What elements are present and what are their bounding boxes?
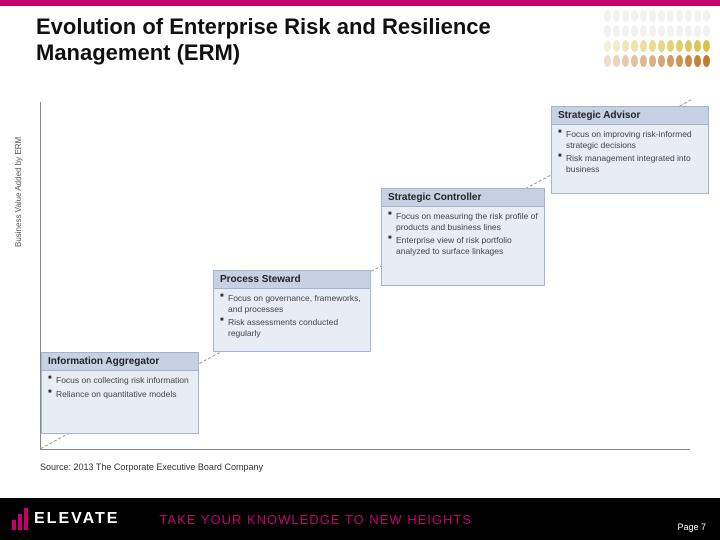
source-citation: Source: 2013 The Corporate Executive Boa… — [40, 462, 263, 472]
maturity-box-body: Focus on improving risk-informed strateg… — [552, 125, 708, 184]
maturity-box-body: Focus on governance, frameworks, and pro… — [214, 289, 370, 348]
y-axis-label: Business Value Added by ERM — [14, 137, 23, 247]
page-number: Page 7 — [677, 520, 706, 534]
footer-bar: ELEVATE TAKE YOUR KNOWLEDGE TO NEW HEIGH… — [0, 498, 720, 540]
maturity-bullet: Enterprise view of risk portfolio analyz… — [388, 235, 540, 256]
maturity-box-body: Focus on measuring the risk profile of p… — [382, 207, 544, 266]
maturity-box-body: Focus on collecting risk information Reli… — [42, 371, 198, 408]
maturity-box-title: Information Aggregator — [42, 353, 198, 371]
title-block: Evolution of Enterprise Risk and Resilie… — [36, 14, 496, 67]
maturity-bullet: Focus on measuring the risk profile of p… — [388, 211, 540, 232]
decorative-dots — [604, 10, 710, 67]
page-title: Evolution of Enterprise Risk and Resilie… — [36, 14, 496, 67]
logo-text: ELEVATE — [34, 510, 119, 528]
maturity-box-title: Strategic Advisor — [552, 107, 708, 125]
maturity-bullet: Focus on improving risk-informed strateg… — [558, 129, 704, 150]
maturity-box-title: Strategic Controller — [382, 189, 544, 207]
logo-bars-icon — [12, 508, 28, 530]
logo: ELEVATE — [12, 508, 119, 530]
maturity-box-info-agg: Information AggregatorFocus on collectin… — [41, 352, 199, 434]
maturity-box-strat-advisor: Strategic Advisor Focus on improving risk… — [551, 106, 709, 194]
maturity-bullet: Risk management integrated into business — [558, 153, 704, 174]
plot-region: Information AggregatorFocus on collectin… — [40, 102, 690, 450]
maturity-bullet: Focus on collecting risk information — [48, 375, 194, 386]
maturity-bullet: Focus on governance, frameworks, and pro… — [220, 293, 366, 314]
chart-area: Business Value Added by ERM Information … — [18, 102, 698, 474]
maturity-bullet: Risk assessments conducted regularly — [220, 317, 366, 338]
maturity-box-strat-controller: Strategic Controller Focus on measuring t… — [381, 188, 545, 286]
accent-top-bar — [0, 0, 720, 6]
footer-tagline: TAKE YOUR KNOWLEDGE TO NEW HEIGHTS — [159, 512, 472, 527]
maturity-box-proc-steward: Process Steward Focus on governance, fram… — [213, 270, 371, 352]
maturity-bullet: Reliance on quantitative models — [48, 389, 194, 400]
maturity-box-title: Process Steward — [214, 271, 370, 289]
